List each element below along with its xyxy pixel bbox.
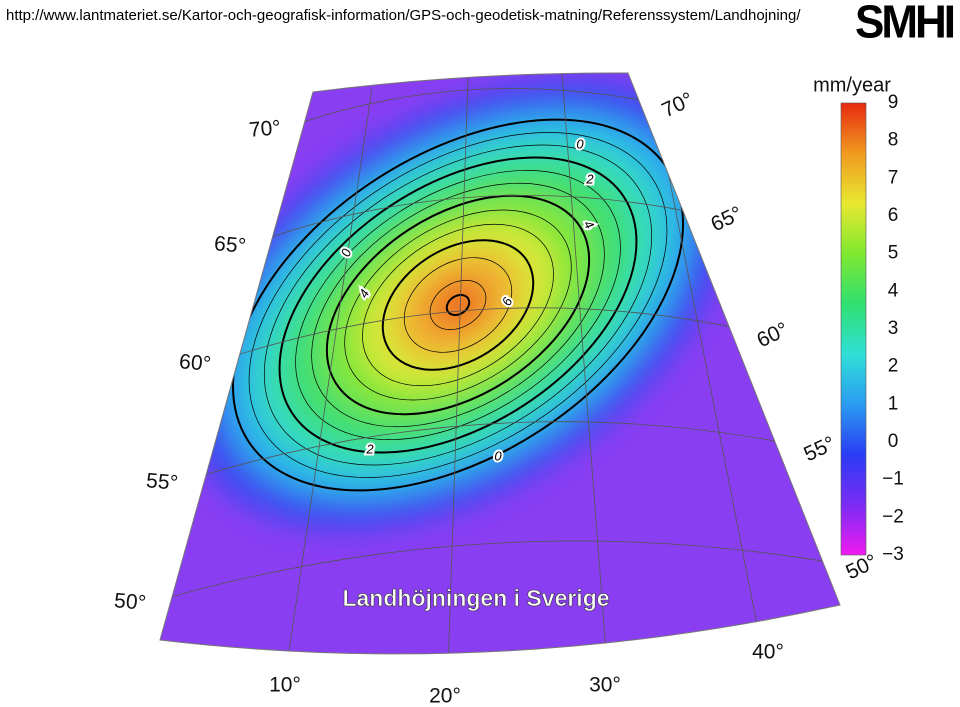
latitude-label: 60° bbox=[753, 318, 792, 352]
latitude-label: 60° bbox=[178, 350, 212, 376]
latitude-label: 55° bbox=[800, 432, 839, 466]
colorbar-tick-label: 0 bbox=[888, 431, 899, 452]
latitude-label: 55° bbox=[145, 469, 179, 495]
colorbar-gradient bbox=[840, 102, 867, 556]
longitude-label: 20° bbox=[429, 685, 461, 707]
contour-label: 2 bbox=[585, 171, 594, 186]
contour-label: 0 bbox=[576, 136, 584, 151]
longitude-label: 10° bbox=[269, 674, 301, 697]
colorbar-tick-label: 1 bbox=[888, 393, 899, 414]
source-url[interactable]: http://www.lantmateriet.se/Kartor-och-ge… bbox=[6, 7, 801, 24]
logo: SMHI bbox=[855, 0, 954, 48]
colorbar-tick-label: −2 bbox=[882, 506, 904, 527]
graticule bbox=[160, 73, 840, 654]
latitude-label: 70° bbox=[248, 116, 282, 142]
colorbar-tick-label: 7 bbox=[888, 167, 899, 188]
colorbar-tick-label: 9 bbox=[888, 92, 899, 113]
colorbar-unit: mm/year bbox=[813, 74, 891, 96]
map-title: Landhöjningen i Sverige bbox=[342, 585, 609, 611]
uplift-field bbox=[160, 73, 840, 654]
colorbar-tick-label: 8 bbox=[888, 130, 899, 151]
colorbar-tick-label: 6 bbox=[888, 205, 899, 226]
colorbar-tick-label: −3 bbox=[882, 544, 904, 565]
longitude-label: 30° bbox=[589, 674, 621, 697]
longitude-label: 40° bbox=[752, 641, 784, 664]
latitude-label: 65° bbox=[213, 232, 247, 258]
colorbar-tick-label: 5 bbox=[888, 243, 899, 264]
colorbar-tick-label: 3 bbox=[888, 318, 899, 339]
colorbar: mm/year bbox=[813, 74, 891, 556]
latitude-label: 65° bbox=[707, 202, 746, 236]
map: Landhöjningen i Sverige bbox=[159, 72, 841, 655]
latitude-label: 50° bbox=[113, 589, 147, 615]
contour-label: 2 bbox=[365, 441, 374, 456]
colorbar-tick-label: 4 bbox=[888, 280, 899, 301]
latitude-label: 70° bbox=[658, 88, 697, 122]
contours bbox=[231, 118, 685, 492]
contour-label: 0 bbox=[494, 448, 502, 463]
colorbar-tick-label: −1 bbox=[882, 469, 904, 490]
colorbar-tick-label: 2 bbox=[888, 356, 899, 377]
